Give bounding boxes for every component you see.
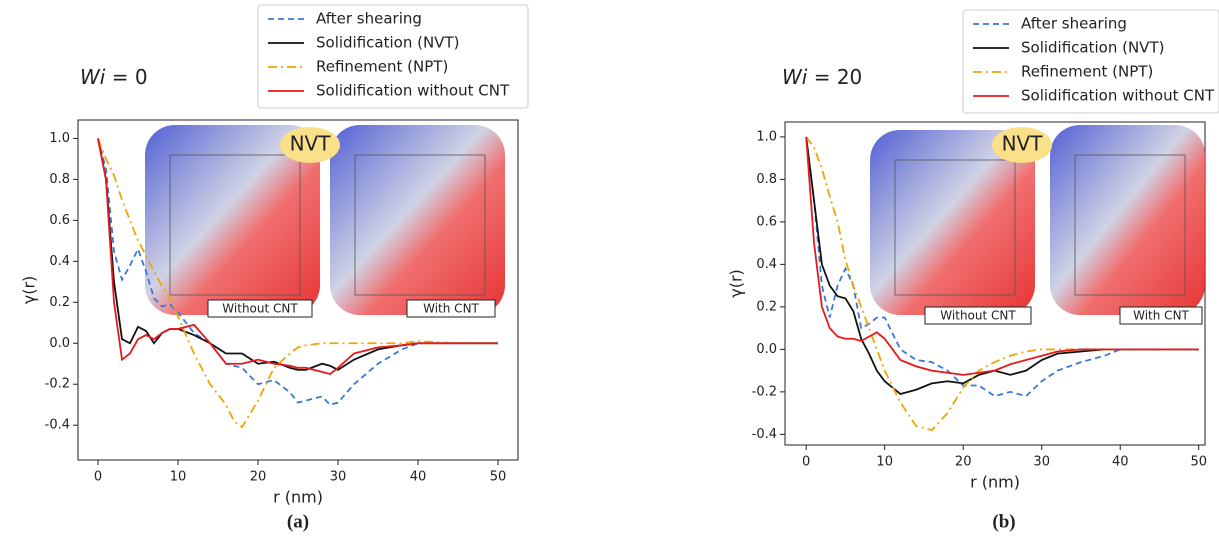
y-tick-label: 1.0 (756, 129, 777, 144)
y-tick-label: 0.8 (49, 172, 70, 187)
x-tick-label: 20 (955, 455, 972, 470)
x-tick-label: 0 (94, 470, 102, 485)
x-tick-label: 10 (170, 470, 187, 485)
y-tick-label: -0.4 (752, 427, 777, 442)
y-tick-label: -0.4 (45, 418, 70, 433)
nvt-label: NVT (1002, 132, 1044, 156)
y-tick-label: 0.2 (49, 295, 70, 310)
inset-label: With CNT (423, 302, 479, 316)
x-tick-label: 40 (410, 470, 427, 485)
inset-label: With CNT (1133, 309, 1189, 323)
legend-box (257, 4, 529, 109)
condition-label: Wi = 0 (80, 65, 148, 89)
y-tick-label: 0.4 (756, 257, 777, 272)
inset-render (145, 125, 320, 315)
x-tick-label: 20 (250, 470, 267, 485)
x-tick-label: 50 (1190, 455, 1207, 470)
inset-box (354, 154, 486, 296)
series-line (97, 138, 498, 406)
series-line (805, 136, 1199, 376)
plot-frame (77, 119, 519, 461)
legend-label: Solidification without CNT (316, 82, 510, 100)
condition-value: = 20 (814, 65, 863, 89)
legend-box (962, 9, 1219, 114)
y-tick-label: 0.4 (49, 254, 70, 269)
y-tick-label: -0.2 (45, 377, 70, 392)
condition-label: Wi = 20 (782, 65, 862, 89)
y-tick-label: 0.0 (49, 336, 70, 351)
legend-label: Refinement (NPT) (316, 58, 448, 76)
series-line (97, 138, 498, 375)
legend-label: After shearing (316, 10, 422, 28)
inset-label: Without CNT (222, 302, 298, 316)
inset-label-box (406, 299, 496, 318)
nvt-bubble (280, 127, 340, 163)
y-axis-label: γ(r) (727, 269, 746, 298)
legend-label: Refinement (NPT) (1021, 63, 1153, 81)
inset-label: Without CNT (940, 309, 1016, 323)
legend-label: Solidification (NVT) (1021, 39, 1164, 57)
series-line (97, 138, 498, 371)
x-tick-label: 40 (1112, 455, 1129, 470)
nvt-label: NVT (290, 132, 332, 156)
x-tick-label: 50 (490, 470, 507, 485)
condition-symbol: Wi (80, 65, 106, 89)
x-tick-label: 10 (876, 455, 893, 470)
y-axis-label: γ(r) (20, 276, 39, 305)
inset-render (330, 125, 505, 315)
panel-caption: (b) (992, 511, 1015, 532)
y-tick-label: 0.2 (756, 299, 777, 314)
condition-value: = 0 (112, 65, 148, 89)
legend-label: After shearing (1021, 15, 1127, 33)
legend-label: Solidification (NVT) (316, 34, 459, 52)
condition-symbol: Wi (782, 65, 808, 89)
series-line (805, 136, 1199, 398)
legend-label: Solidification without CNT (1021, 87, 1215, 105)
inset-label-box (207, 299, 313, 318)
x-axis-label: r (nm) (970, 473, 1020, 492)
y-tick-label: 0.8 (756, 172, 777, 187)
y-tick-label: 0.6 (49, 213, 70, 228)
inset-box (894, 159, 1016, 296)
y-tick-label: -0.2 (752, 384, 777, 399)
inset-label-box (1119, 306, 1203, 325)
inset-label-box (924, 306, 1032, 325)
nvt-bubble (992, 127, 1052, 163)
inset-box (169, 154, 301, 296)
y-tick-label: 1.0 (49, 131, 70, 146)
x-tick-label: 30 (1033, 455, 1050, 470)
x-tick-label: 30 (330, 470, 347, 485)
inset-box (1074, 154, 1186, 296)
y-tick-label: 0.6 (756, 214, 777, 229)
inset-render (1050, 125, 1205, 315)
x-tick-label: 0 (802, 455, 810, 470)
inset-render (870, 130, 1035, 315)
series-line (805, 136, 1199, 395)
x-axis-label: r (nm) (273, 488, 323, 507)
y-tick-label: 0.0 (756, 342, 777, 357)
panel-caption: (a) (287, 511, 309, 532)
